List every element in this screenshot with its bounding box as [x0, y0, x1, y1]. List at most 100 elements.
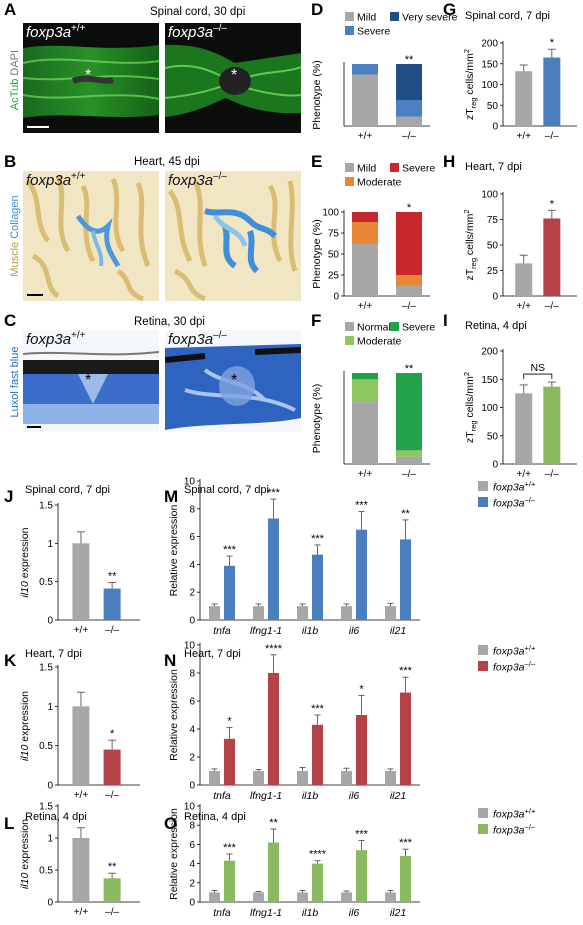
- bar: [400, 692, 411, 785]
- y-axis-label: Relative expression: [168, 808, 180, 900]
- y-axis-label-part: il10: [19, 745, 31, 762]
- legend-swatch: [345, 12, 354, 21]
- y-tick-label: 1.5: [39, 802, 53, 813]
- legend-swatch: [345, 177, 354, 186]
- chart-title: Spinal cord, 7 dpi: [465, 10, 550, 22]
- legend-genotype: +/+: [525, 644, 536, 653]
- legend-genotype: +/+: [525, 480, 536, 489]
- bar: [515, 71, 533, 126]
- y-axis-label-part: expression: [19, 819, 31, 873]
- x-tick-label: il21: [390, 907, 406, 919]
- y-axis-label-part: zT: [464, 431, 476, 443]
- y-axis-label-part: 2: [462, 49, 471, 53]
- bar-segment: [396, 450, 422, 457]
- bar: [72, 838, 90, 902]
- image-genotype-label: foxp3a+/+: [26, 330, 86, 348]
- heart-image-mutant: foxp3a–/–: [165, 171, 301, 301]
- legend-gene: foxp3a: [493, 498, 525, 510]
- legend-swatch: [478, 824, 488, 834]
- y-axis-label-part: reg: [469, 98, 478, 109]
- y-axis-label-part: 2: [462, 372, 471, 376]
- bar: [268, 842, 279, 902]
- bar-segment: [396, 373, 422, 451]
- retina-image-mutant: foxp3a–/– *: [165, 330, 301, 432]
- legend-genotype: –/–: [525, 660, 536, 669]
- x-tick-label: tnfa: [213, 625, 231, 637]
- y-tick-label: 200: [481, 39, 498, 50]
- bar: [385, 771, 396, 785]
- y-axis-label-part: reg: [469, 421, 478, 432]
- x-tick-label: +/+: [358, 469, 373, 480]
- bar: [72, 543, 90, 620]
- y-tick-label: 150: [481, 375, 498, 386]
- legend-label: Very severe: [402, 12, 458, 24]
- bar-segment: [396, 99, 422, 117]
- y-axis-label-part: cells/mm: [464, 53, 476, 98]
- significance-mark: ****: [309, 849, 327, 861]
- bar: [341, 771, 352, 785]
- legend-gene: foxp3a: [493, 662, 525, 674]
- y-tick-label: 6: [189, 697, 195, 708]
- x-tick-label: +/+: [516, 469, 531, 480]
- legend-swatch: [345, 336, 354, 345]
- bar-segment: [396, 275, 422, 286]
- y-tick-label: 6: [189, 532, 195, 543]
- legend-label: Severe: [357, 26, 390, 38]
- legend-swatch: [345, 322, 354, 331]
- bar: [297, 892, 308, 902]
- legend-label: Mild: [357, 163, 376, 175]
- x-tick-label: –/–: [402, 469, 416, 480]
- bar: [356, 715, 367, 785]
- y-axis-label-part: 2: [462, 209, 471, 213]
- y-tick-label: 0.5: [39, 866, 53, 877]
- legend-genotype: –/–: [525, 823, 536, 832]
- x-tick-label: –/–: [545, 469, 559, 480]
- y-tick-label: 0: [189, 616, 195, 627]
- x-tick-label: +/+: [358, 131, 373, 142]
- x-tick-label: tnfa: [213, 907, 231, 919]
- y-axis-label: zTreg cells/mm2: [462, 372, 478, 443]
- x-tick-label: –/–: [105, 790, 119, 801]
- bar: [515, 393, 533, 464]
- bar: [224, 565, 235, 620]
- y-tick-label: 1.5: [39, 501, 53, 512]
- y-tick-label: 8: [189, 504, 195, 515]
- y-axis-label: zTreg cells/mm2: [462, 209, 478, 280]
- legend-gene: foxp3a: [493, 809, 525, 821]
- x-tick-label: –/–: [545, 131, 559, 142]
- legend-swatch: [390, 163, 399, 172]
- y-axis-label: il10 expression: [19, 819, 31, 889]
- scale-bar: [27, 426, 41, 428]
- y-tick-label: 75: [328, 229, 340, 240]
- y-axis-label-part: il10: [19, 873, 31, 890]
- y-axis-label: Phenotype (%): [311, 60, 323, 129]
- y-tick-label: 100: [322, 208, 339, 219]
- y-tick-label: 0.5: [39, 741, 53, 752]
- x-tick-label: –/–: [105, 907, 119, 918]
- panel-label-b: B: [4, 152, 17, 171]
- y-tick-label: 4: [189, 560, 195, 571]
- bar: [385, 606, 396, 620]
- legend-label: foxp3a+/+: [493, 644, 536, 658]
- y-tick-label: 10: [184, 477, 196, 488]
- panel-label-o: O: [164, 814, 177, 833]
- y-tick-label: 0: [492, 292, 498, 303]
- legend-swatch: [390, 322, 399, 331]
- significance-mark: ***: [223, 544, 237, 556]
- y-tick-label: 6: [189, 840, 195, 851]
- legend-label: Mild: [357, 12, 376, 24]
- y-tick-label: 2: [189, 588, 195, 599]
- significance-mark: *: [407, 202, 412, 214]
- chart-title: Heart, 7 dpi: [25, 648, 82, 660]
- bar: [515, 263, 533, 296]
- significance-mark: ***: [311, 533, 325, 545]
- y-tick-label: 4: [189, 725, 195, 736]
- x-tick-label: +/+: [516, 131, 531, 142]
- legend-gene: foxp3a: [493, 646, 525, 658]
- x-tick-label: –/–: [105, 625, 119, 636]
- y-tick-label: 50: [328, 250, 340, 261]
- bar: [103, 878, 121, 902]
- y-tick-label: 0: [47, 898, 53, 909]
- legend-label: foxp3a+/+: [493, 807, 536, 821]
